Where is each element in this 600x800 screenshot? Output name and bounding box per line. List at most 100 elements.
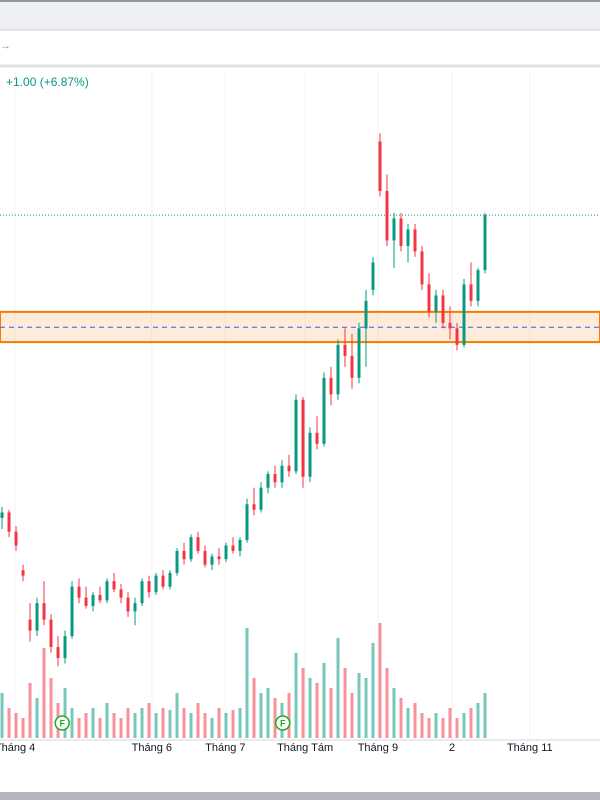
candle-body [203, 550, 207, 565]
candle-body [420, 251, 424, 285]
candle-body [14, 531, 18, 546]
candle-body [399, 218, 403, 246]
candle-body [168, 572, 172, 587]
candle-body [336, 344, 340, 395]
candle-body [105, 581, 109, 601]
volume-bar [476, 703, 480, 738]
volume-bar [77, 718, 81, 738]
volume-bar [126, 708, 130, 738]
time-axis: Tháng 4 Tháng 6 Tháng 7 Tháng Tám Tháng 9 2 Th… [0, 742, 553, 754]
candle-body [364, 300, 368, 329]
candle-body [441, 295, 445, 323]
volume-bar [420, 713, 424, 738]
candle-body [434, 295, 438, 312]
volume-bar [434, 713, 438, 738]
candle-body [112, 581, 116, 590]
candle-body [413, 229, 417, 252]
volume-bar [455, 718, 459, 738]
candle-body [133, 603, 137, 612]
candle-body [462, 284, 466, 345]
volume-bar [336, 638, 340, 738]
candle-body [63, 636, 67, 659]
bottom-border [0, 792, 600, 800]
candle-body [301, 399, 305, 477]
volume-bar [371, 643, 375, 738]
x-tick-label: Tháng 6 [132, 742, 172, 754]
volume-bar [462, 713, 466, 738]
volume-bar [105, 703, 109, 738]
candle-body [280, 465, 284, 483]
price-change: +1.00 (+6.87%) [6, 75, 89, 89]
candle-body [126, 597, 130, 612]
volume-bar [427, 718, 431, 738]
candle-body [308, 432, 312, 477]
volume-bar [63, 688, 67, 738]
x-tick-label: Tháng 9 [358, 742, 398, 754]
candle-body [427, 284, 431, 312]
volume-bar [322, 663, 326, 738]
candle-body [343, 344, 347, 356]
volume-bar [0, 693, 4, 738]
volume-bar [301, 668, 305, 738]
volume-bar [28, 683, 32, 738]
candle-body [7, 512, 11, 532]
volume-bar [147, 703, 151, 738]
volume-bar [329, 688, 333, 738]
volume-bar [161, 708, 165, 738]
candle-body [238, 539, 242, 551]
candle-body [357, 328, 361, 378]
candle-body [322, 377, 326, 444]
event-label: F [280, 718, 286, 728]
x-tick-label: Tháng 11 [507, 742, 553, 754]
volume-bar [70, 708, 74, 738]
candle-body [77, 586, 81, 598]
volume-bar [483, 693, 487, 738]
candle-body [455, 328, 459, 345]
volume-bar [217, 708, 221, 738]
candle-body [210, 556, 214, 565]
volume-bar [14, 713, 18, 738]
volume-bar [119, 718, 123, 738]
top-bar [0, 0, 600, 30]
candle-body [294, 399, 298, 472]
volume-bar [210, 718, 214, 738]
top-border [0, 0, 600, 2]
volume-bar [238, 708, 242, 738]
volume-bar [315, 683, 319, 738]
candle-body [245, 504, 249, 540]
candle-body [252, 504, 256, 510]
candle-body [392, 218, 396, 241]
event-marker [274, 715, 291, 731]
event-label: F [59, 718, 65, 728]
candle-body [91, 594, 95, 606]
volume-bar [441, 718, 445, 738]
volume-bar [364, 678, 368, 738]
volume-bar [392, 688, 396, 738]
candle-body [483, 215, 487, 271]
x-tick-label: Tháng Tám [277, 742, 333, 754]
volume-bar [259, 693, 263, 738]
x-tick-label: Tháng 4 [0, 742, 35, 754]
candle-body [70, 586, 74, 637]
candle-body [231, 545, 235, 551]
candle-body [273, 474, 277, 483]
volume-bar [175, 693, 179, 738]
candle-body [350, 355, 354, 378]
toolbar-icon[interactable]: → [0, 40, 11, 52]
candle-body [217, 556, 221, 560]
volume-bar [84, 713, 88, 738]
candle-body [42, 603, 46, 620]
volume-bar [182, 708, 186, 738]
volume-bar [266, 688, 270, 738]
event-marker [54, 715, 70, 731]
volume-bar [448, 708, 452, 738]
candle-body [147, 581, 151, 593]
volume-bar [42, 648, 46, 738]
x-tick-label: 2 [449, 742, 455, 754]
volume-bar [98, 718, 102, 738]
volume-bar [154, 713, 158, 738]
volume-bar [308, 678, 312, 738]
volume-bar [133, 713, 137, 738]
